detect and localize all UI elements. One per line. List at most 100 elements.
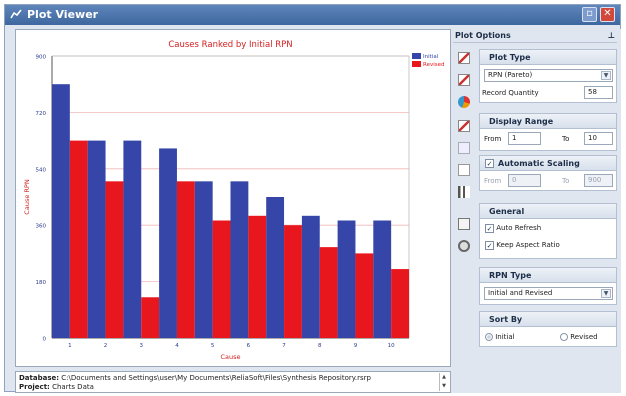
sort-revised-radio[interactable] [560,333,568,341]
bar-revised-7 [284,225,302,338]
line-plot-tool[interactable] [455,49,473,67]
bar-plot-icon [458,186,470,198]
plot-type-header: Plot Type [480,50,616,65]
legend-label-initial: Initial [423,54,439,60]
print-icon [458,240,470,252]
bar-revised-8 [319,247,338,338]
bar-initial-4 [159,148,177,338]
pin-icon[interactable]: ⊥ [607,31,615,40]
scale-to-field[interactable]: 900 [584,174,613,187]
plot-viewer-icon [10,9,22,19]
sort-by-header: Sort By [480,312,616,327]
record-quantity-label: Record Quantity [482,89,539,97]
plot-options-header: Plot Options ⊥ [453,29,617,43]
display-to-field[interactable]: 10 [584,132,613,145]
sort-initial-option[interactable]: Initial [485,332,515,342]
plot-type-select[interactable]: RPN (Pareto) ▼ [484,69,613,82]
histogram-tool[interactable] [455,139,473,157]
y-tick-label: 180 [36,280,47,286]
chart-title: Causes Ranked by Initial RPN [168,40,292,50]
y-tick-label: 360 [36,224,47,230]
database-path: C:\Documents and Settings\user\My Docume… [61,374,371,382]
bar-revised-1 [69,140,88,338]
pie-plot-tool[interactable] [455,93,473,111]
scale-from-field[interactable]: 0 [508,174,541,187]
bar-revised-9 [355,253,374,338]
x-tick-label: 8 [318,343,322,349]
bar-initial-8 [301,215,320,338]
chevron-down-icon: ▼ [601,71,611,80]
record-quantity-field[interactable]: 58 [584,86,613,99]
general-section: General ✓ Auto Refresh ✓ Keep Aspect Rat… [479,203,617,259]
trend-plot-tool[interactable] [455,71,473,89]
plot-options-title: Plot Options [455,31,511,40]
restore-button[interactable]: ▫ [582,7,597,22]
database-label: Database: [19,374,60,382]
sort-initial-label: Initial [495,333,515,341]
y-axis-label: Cause RPN [23,179,31,215]
bar-initial-10 [373,220,392,338]
keep-aspect-checkbox[interactable]: ✓ [485,240,494,250]
legend-swatch-initial [412,53,421,59]
x-axis-label: Cause [220,353,240,361]
bar-initial-5 [194,181,213,338]
keep-aspect-label: Keep Aspect Ratio [496,241,560,249]
sort-revised-option[interactable]: Revised [560,332,598,342]
plot-viewer-window: Plot Viewer ▫ ✕ Causes Ranked by Initial… [4,4,621,393]
export-icon [458,218,470,230]
automatic-scaling-label: Automatic Scaling [498,159,580,168]
title-bar: Plot Viewer ▫ ✕ [5,5,620,25]
sort-initial-radio[interactable] [485,333,493,341]
auto-refresh-option[interactable]: ✓ Auto Refresh [485,223,541,233]
automatic-scaling-checkbox[interactable]: ✓ [485,159,494,168]
bar-initial-3 [123,140,142,338]
y-tick-label: 720 [36,111,47,117]
scale-from-label: From [484,177,502,185]
line-plot-icon [458,52,470,64]
x-tick-label: 2 [104,343,108,349]
display-from-field[interactable]: 1 [508,132,541,145]
legend-label-revised: Revised [423,62,444,68]
close-button[interactable]: ✕ [600,7,615,22]
print-tool[interactable] [455,237,473,255]
chevron-down-icon: ▼ [601,289,611,298]
bar-initial-7 [266,197,285,338]
general-header: General [480,204,616,219]
x-tick-label: 4 [175,343,179,349]
bar-initial-1 [52,84,70,338]
bar-plot-tool[interactable] [455,183,473,201]
keep-aspect-option[interactable]: ✓ Keep Aspect Ratio [485,240,560,250]
auto-refresh-label: Auto Refresh [496,224,542,232]
auto-refresh-checkbox[interactable]: ✓ [485,223,494,233]
pie-chart-icon [458,96,470,108]
rpn-type-value: Initial and Revised [488,289,553,297]
x-tick-label: 9 [354,343,358,349]
plot-type-value: RPN (Pareto) [488,71,533,79]
legend-swatch-revised [412,61,421,67]
project-name: Charts Data [52,383,94,391]
sort-by-section: Sort By Initial Revised [479,311,617,347]
x-tick-label: 10 [388,343,395,349]
rpn-type-header: RPN Type [480,268,616,283]
window-title: Plot Viewer [27,8,99,21]
bar-revised-5 [212,220,231,338]
bar-initial-9 [337,220,356,338]
rpn-type-section: RPN Type Initial and Revised ▼ [479,267,617,305]
scatter-plot-icon [458,120,470,132]
export-tool[interactable] [455,215,473,233]
y-tick-label: 0 [43,337,47,343]
info-scrollbar[interactable]: ▲ ▼ [439,373,448,391]
plot-options-panel: Plot Options ⊥ Plot Type RPN (Pareto) ▼ … [451,29,621,393]
copy-plot-tool[interactable] [455,161,473,179]
plot-type-section: Plot Type RPN (Pareto) ▼ Record Quantity… [479,49,617,103]
x-tick-label: 3 [140,343,144,349]
rpn-type-select[interactable]: Initial and Revised ▼ [484,287,613,300]
bar-initial-6 [230,181,249,338]
display-to-label: To [562,135,570,143]
display-range-header: Display Range [480,114,616,129]
y-tick-label: 900 [36,55,47,61]
project-label: Project: [19,383,50,391]
display-range-section: Display Range From 1 To 10 [479,113,617,151]
plot-area: Causes Ranked by Initial RPN 0 180 360 540 72… [15,29,451,367]
scatter-plot-tool[interactable] [455,117,473,135]
